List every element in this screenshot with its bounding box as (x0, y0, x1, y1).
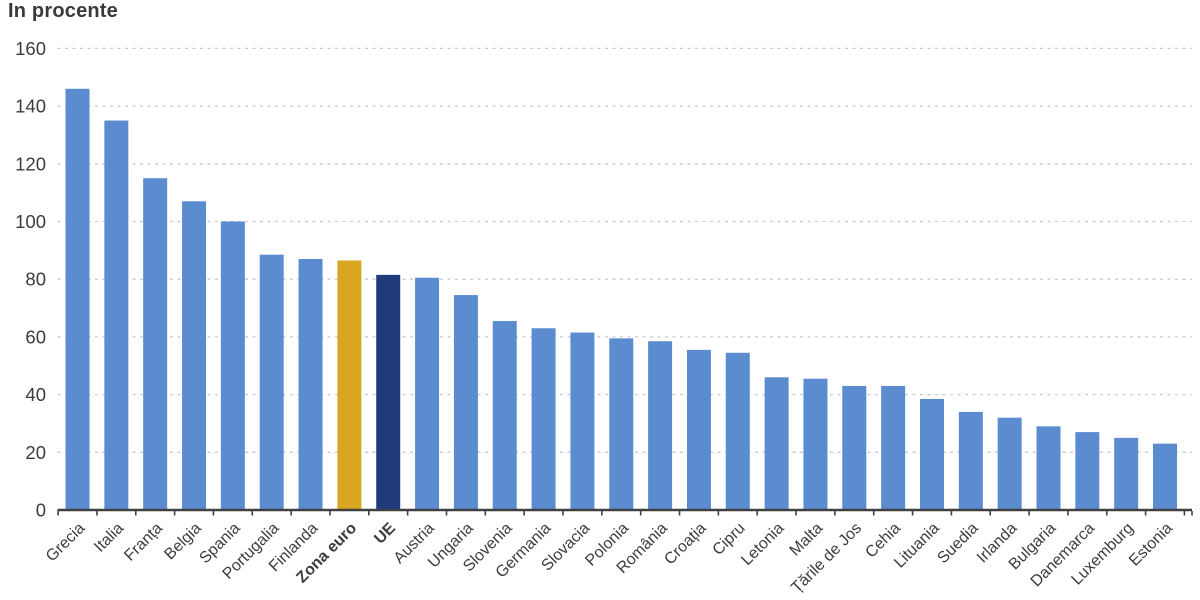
x-label-estonia: Estonia (1126, 520, 1176, 570)
bar-belgia (182, 201, 207, 510)
x-label-croatia: Croația (661, 520, 710, 569)
y-tick-label-140: 140 (15, 96, 46, 117)
bar-ungaria (453, 295, 478, 510)
bar-cehia (881, 385, 906, 510)
bar-bulgaria (1036, 426, 1061, 510)
bar-grecia (65, 88, 90, 510)
bar-croatia (686, 349, 711, 510)
bar-portugalia (259, 254, 284, 510)
bar-danemarca (1075, 432, 1100, 510)
bar-germania (531, 328, 556, 510)
bar-romania (648, 341, 673, 510)
y-tick-label-20: 20 (25, 442, 46, 463)
bar-austria (415, 277, 440, 510)
x-label-italia: Italia (91, 520, 127, 556)
y-tick-label-120: 120 (15, 153, 46, 174)
bar-suedia (958, 411, 983, 510)
x-label-franta: Franța (121, 520, 166, 565)
y-tick-label-160: 160 (15, 38, 46, 59)
bar-spania (220, 221, 245, 510)
bar-finlanda (298, 259, 323, 510)
bar-cipru (725, 352, 750, 510)
bar-lituania (919, 398, 944, 510)
bar-ue (376, 274, 401, 510)
bar-franta (143, 178, 168, 510)
x-label-letonia: Letonia (738, 520, 787, 569)
bar-tarile-de-jos (842, 385, 867, 510)
bar-italia (104, 120, 129, 511)
y-tick-label-80: 80 (25, 269, 46, 290)
bar-luxemburg (1114, 437, 1139, 510)
y-tick-label-40: 40 (25, 384, 46, 405)
chart-title: In procente (8, 0, 118, 22)
bar-letonia (764, 377, 789, 510)
y-tick-label-0: 0 (36, 500, 46, 521)
bar-slovenia (492, 321, 517, 510)
x-label-grecia: Grecia (43, 520, 88, 565)
x-label-suedia: Suedia (934, 520, 981, 567)
bar-zona-euro (337, 260, 362, 510)
bar-polonia (609, 338, 634, 510)
y-tick-label-100: 100 (15, 211, 46, 232)
bar-malta (803, 378, 828, 510)
bar-slovacia (570, 332, 595, 510)
x-label-ue: UE (371, 520, 399, 548)
y-tick-label-60: 60 (25, 326, 46, 347)
bar-irlanda (997, 417, 1022, 510)
bar-estonia (1153, 443, 1178, 510)
